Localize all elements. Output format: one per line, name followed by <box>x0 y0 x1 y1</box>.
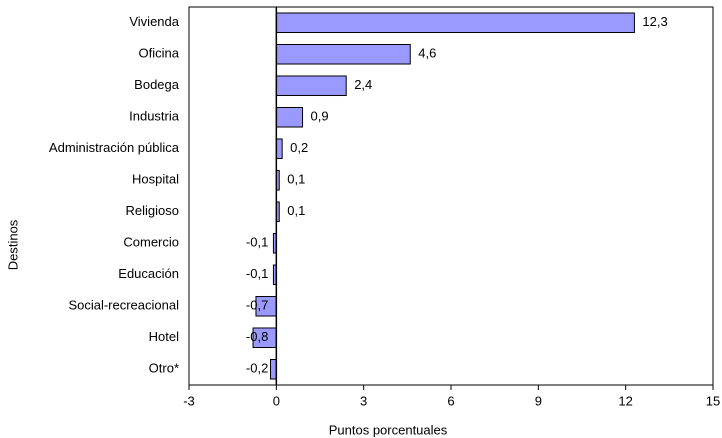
value-label: 0,9 <box>311 109 329 124</box>
y-tick-label: Comercio <box>123 235 179 250</box>
x-tick-label: 6 <box>447 393 454 408</box>
value-label: 12,3 <box>642 14 667 29</box>
y-tick-label: Religioso <box>126 203 179 218</box>
x-tick-label: 12 <box>618 393 632 408</box>
value-label: 0,2 <box>290 140 308 155</box>
y-tick-label: Oficina <box>139 46 180 61</box>
x-tick-label: -3 <box>183 393 195 408</box>
bar <box>275 106 304 128</box>
x-tick-label: 15 <box>706 393 720 408</box>
value-label: 0,1 <box>287 172 305 187</box>
y-axis-label: Destinos <box>5 219 20 270</box>
x-tick-label: 9 <box>535 393 542 408</box>
value-label: -0,7 <box>246 298 268 313</box>
y-tick-label: Otro* <box>149 361 179 376</box>
value-label: -0,1 <box>246 266 268 281</box>
bar <box>275 43 411 65</box>
y-tick-label: Social-recreacional <box>68 298 179 313</box>
y-tick-label: Industria <box>129 109 180 124</box>
bar <box>275 138 283 160</box>
value-label: -0,2 <box>246 361 268 376</box>
x-axis-label: Puntos porcentuales <box>329 422 448 437</box>
y-tick-label: Educación <box>118 266 179 281</box>
bar <box>275 12 635 34</box>
value-label: 4,6 <box>418 46 436 61</box>
y-tick-label: Administración pública <box>49 140 180 155</box>
value-label: -0,1 <box>246 235 268 250</box>
bar <box>270 358 277 380</box>
bar <box>275 75 347 97</box>
value-label: 0,1 <box>287 203 305 218</box>
x-tick-label: 0 <box>273 393 280 408</box>
x-tick-label: 3 <box>360 393 367 408</box>
value-label: 2,4 <box>354 77 372 92</box>
value-label: -0,8 <box>246 329 268 344</box>
y-tick-label: Hotel <box>149 329 179 344</box>
y-tick-label: Hospital <box>132 172 179 187</box>
y-tick-label: Vivienda <box>129 14 179 29</box>
y-tick-label: Bodega <box>134 77 180 92</box>
